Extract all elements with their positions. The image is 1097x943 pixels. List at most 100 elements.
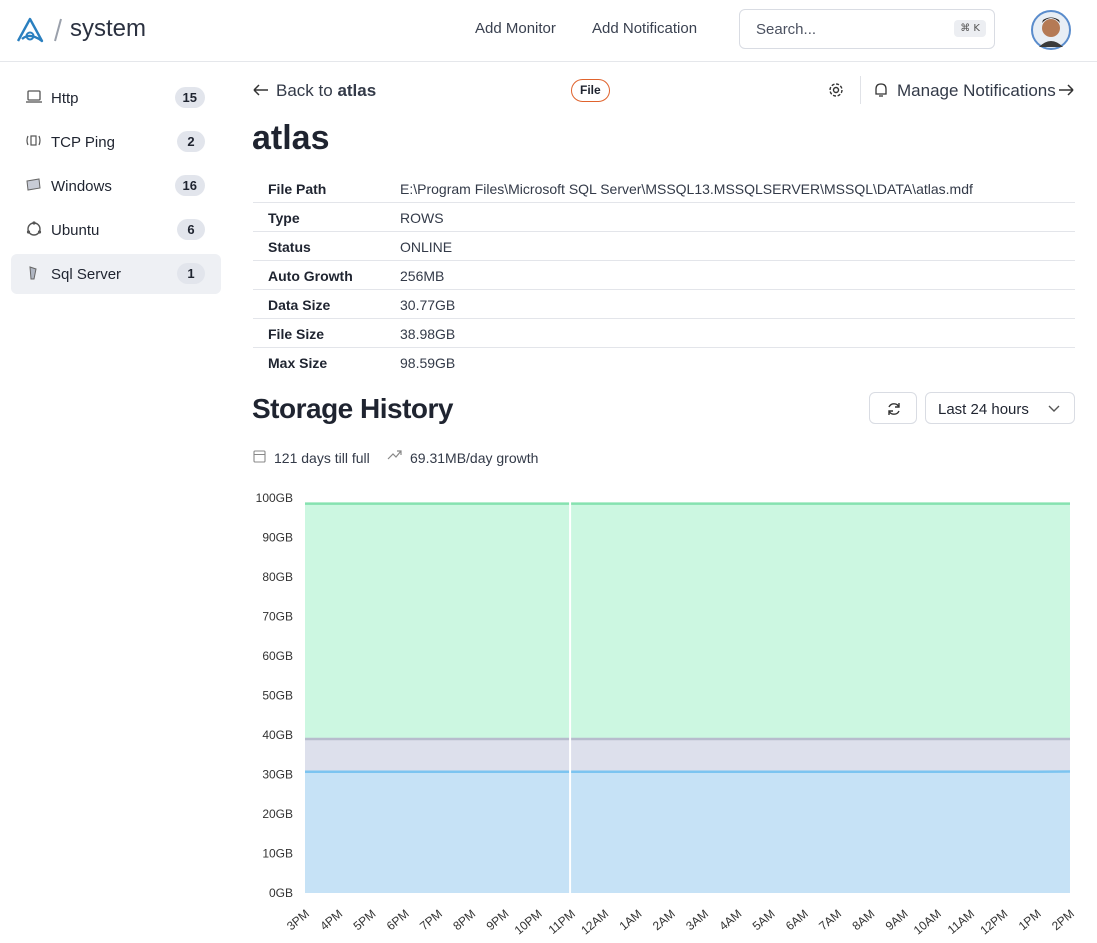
detail-label: File Size [268,326,325,342]
x-tick-label: 4PM [317,907,345,934]
x-tick-label: 1AM [617,907,645,934]
sidebar-label: Http [51,90,79,107]
nav-link[interactable]: Add Notification [592,20,698,37]
detail-label: File Path [268,181,327,197]
x-tick-label: 12PM [977,907,1010,938]
sidebar-item[interactable]: Sql Server 1 [11,254,221,294]
x-tick-label: 10PM [512,907,545,938]
detail-value: ROWS [400,210,444,226]
detail-row: Data Size 30.77GB [253,290,1075,319]
sidebar-label: TCP Ping [51,134,115,151]
sidebar-item[interactable]: Windows 16 [11,166,221,206]
header: system Add Monitor Add Notification Sear… [0,0,1097,62]
y-tick-label: 0GB [269,886,293,900]
y-tick-label: 50GB [262,689,293,703]
refresh-button[interactable] [869,392,917,424]
growth-rate: 69.31MB/day growth [410,450,539,466]
x-tick-label: 11PM [546,907,578,937]
page-title: atlas [252,119,330,157]
detail-row: File Size 38.98GB [253,319,1075,348]
bell-icon [875,83,887,97]
back-arrow [253,84,268,96]
sidebar-count: 16 [174,175,205,196]
x-tick-label: 4AM [716,907,744,934]
x-tick-label: 1PM [1016,907,1044,934]
settings-icon[interactable] [827,81,845,99]
x-tick-label: 5PM [351,907,379,934]
y-tick-label: 10GB [262,847,293,861]
days-till-full: 121 days till full [274,450,370,466]
sidebar-item[interactable]: Http 15 [11,78,221,118]
back-target: atlas [337,81,377,100]
detail-row: Type ROWS [253,203,1075,232]
area [305,771,1070,893]
range-label: Last 24 hours [938,401,1029,418]
detail-row: File Path E:\Program Files\Microsoft SQL … [253,174,1075,203]
y-tick-label: 20GB [262,807,293,821]
detail-value: 38.98GB [400,326,456,342]
badge: File [571,79,610,102]
y-tick-label: 100GB [256,491,293,505]
detail-row: Max Size 98.59GB [253,348,1075,377]
sidebar-label: Ubuntu [51,222,100,239]
x-tick-label: 9PM [484,907,512,934]
detail-label: Data Size [268,297,331,313]
x-tick-label: 6PM [384,907,412,934]
y-tick-label: 60GB [262,649,293,663]
x-tick-label: 2AM [650,907,678,934]
growth-icon [387,450,402,460]
x-tick-label: 9AM [883,907,911,934]
detail-value: 256MB [400,268,445,284]
x-tick-label: 3AM [683,907,711,934]
y-tick-label: 40GB [262,728,293,742]
detail-label: Type [268,210,300,226]
x-tick-label: 8PM [450,907,478,934]
sidebar-count: 1 [177,263,205,284]
detail-label: Max Size [268,355,328,371]
back-prefix: Back to [276,81,333,100]
manage-notifications[interactable]: Manage Notifications [897,81,1056,100]
sidebar-label: Sql Server [51,266,122,283]
separator [54,18,62,42]
x-tick-label: 10AM [911,907,944,938]
area [305,739,1070,893]
detail-value: 98.59GB [400,355,456,371]
y-tick-label: 80GB [262,570,293,584]
y-tick-label: 30GB [262,768,293,782]
brand[interactable]: system [70,15,147,42]
x-tick-label: 12AM [578,907,611,938]
detail-row: Auto Growth 256MB [253,261,1075,290]
x-tick-label: 6AM [783,907,811,934]
section-title: Storage History [252,393,454,424]
search-placeholder: Search... [756,21,817,38]
x-tick-label: 11AM [945,907,977,937]
sidebar-item[interactable]: TCP Ping 2 [11,122,221,162]
x-tick-label: 2PM [1049,907,1077,934]
area [305,503,1070,893]
sidebar-item[interactable]: Ubuntu 6 [11,210,221,250]
sidebar-count: 15 [174,87,205,108]
sidebar-count: 2 [177,131,205,152]
detail-label: Auto Growth [268,268,353,284]
detail-value: E:\Program Files\Microsoft SQL Server\MS… [400,181,973,197]
nav-link[interactable]: Add Monitor [475,20,556,37]
range-select[interactable]: Last 24 hours [925,392,1075,424]
x-tick-label: 3PM [284,907,312,934]
back-link[interactable]: Back to atlas [276,81,376,101]
avatar[interactable] [1030,9,1072,51]
x-tick-label: 5AM [750,907,778,934]
calendar-icon [253,450,266,463]
x-tick-label: 7PM [417,907,445,934]
detail-value: ONLINE [400,239,453,255]
x-tick-label: 7AM [816,907,844,934]
forward-arrow [1059,84,1074,96]
detail-row: Status ONLINE [253,232,1075,261]
sidebar-label: Windows [51,178,112,195]
divider [860,76,861,104]
detail-value: 30.77GB [400,297,456,313]
shortcut: ⌘ K [954,20,986,37]
detail-label: Status [268,239,311,255]
logo [16,17,44,43]
search-box[interactable]: Search... ⌘ K [739,9,995,49]
